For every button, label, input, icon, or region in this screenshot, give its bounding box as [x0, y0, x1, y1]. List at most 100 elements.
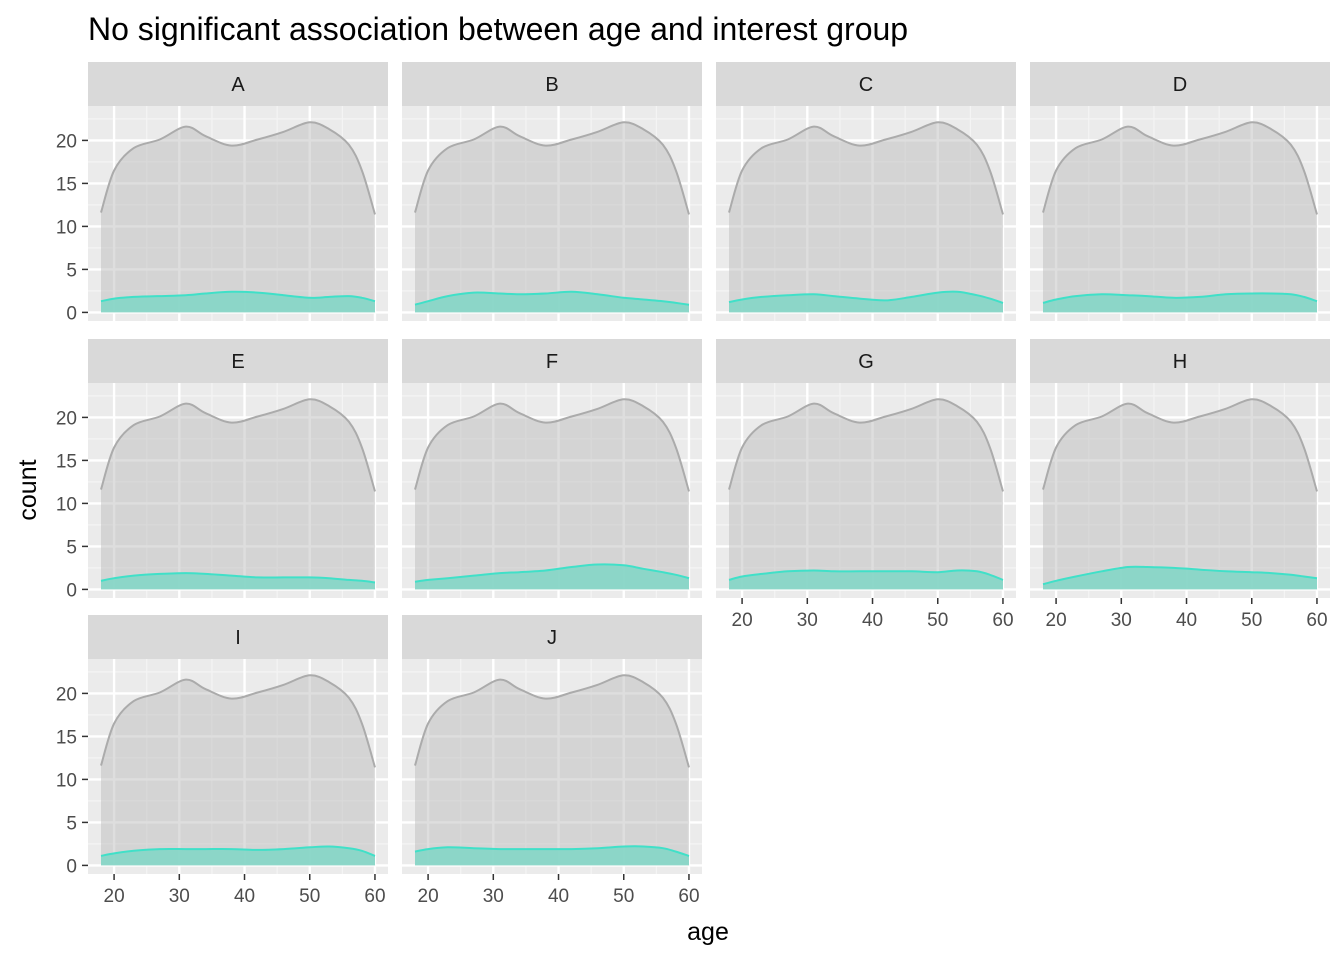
y-tick-label: 20: [56, 131, 77, 152]
facet-panel: G 20 30 40 50 60: [716, 339, 1016, 631]
facet-strip-label: B: [545, 74, 558, 96]
y-tick-label: 10: [56, 494, 77, 515]
x-tick-label: 40: [548, 886, 569, 907]
overall-density-line: [1042, 121, 1318, 215]
facet-strip-label: A: [231, 74, 245, 96]
overall-density-area: [101, 675, 375, 866]
overall-density-line: [100, 674, 376, 768]
overall-density-area: [1043, 399, 1317, 590]
facet-strip: [88, 339, 388, 383]
x-tick-label: 60: [678, 886, 699, 907]
chart-title: No significant association between age a…: [88, 11, 908, 47]
overall-density-area: [415, 399, 689, 590]
overall-density-area: [101, 122, 375, 313]
x-tick-label: 20: [732, 610, 753, 631]
y-tick-label: 15: [56, 451, 77, 472]
group-density-line: [1042, 565, 1318, 586]
facet-strip-label: I: [235, 627, 241, 649]
y-tick-label: 5: [66, 813, 77, 834]
group-density-line: [100, 290, 376, 303]
overall-density-area: [101, 399, 375, 590]
y-tick-label: 0: [66, 303, 77, 324]
group-density-area: [1043, 293, 1317, 313]
y-tick-label: 0: [66, 580, 77, 601]
x-tick-label: 20: [418, 886, 439, 907]
facet-strip-label: C: [859, 74, 873, 96]
overall-density-line: [1042, 398, 1318, 492]
facet-panel: D: [1030, 62, 1330, 321]
y-tick-label: 5: [66, 537, 77, 558]
y-axis-title: count: [14, 459, 42, 520]
x-tick-label: 30: [797, 610, 818, 631]
facet-panel: A 0 5 10 15 20: [56, 62, 388, 324]
group-density-area: [729, 291, 1003, 313]
facet-strip: [88, 615, 388, 659]
x-tick-label: 40: [234, 886, 255, 907]
facet-strip: [716, 62, 1016, 106]
x-tick-label: 30: [169, 886, 190, 907]
facet-panel: F: [402, 339, 702, 598]
x-tick-label: 20: [1046, 610, 1067, 631]
overall-density-line: [100, 398, 376, 492]
facet-panel: H 20 30 40 50 60: [1030, 339, 1330, 631]
group-density-line: [1042, 292, 1318, 304]
group-density-area: [415, 291, 689, 313]
facet-strip: [716, 339, 1016, 383]
overall-density-line: [728, 398, 1004, 492]
y-tick-label: 10: [56, 770, 77, 791]
group-density-line: [728, 290, 1004, 304]
facet-panel: E 0 5 10 15 20: [56, 339, 388, 601]
facet-strip: [402, 62, 702, 106]
y-tick-label: 15: [56, 727, 77, 748]
x-tick-label: 30: [483, 886, 504, 907]
group-density-area: [101, 846, 375, 866]
y-tick-label: 20: [56, 408, 77, 429]
group-density-area: [101, 291, 375, 313]
y-tick-label: 15: [56, 174, 77, 195]
x-axis-title: age: [687, 918, 729, 946]
x-tick-label: 50: [927, 610, 948, 631]
x-tick-label: 50: [1241, 610, 1262, 631]
group-density-line: [414, 563, 690, 583]
group-density-line: [100, 845, 376, 857]
overall-density-line: [728, 121, 1004, 215]
x-tick-label: 60: [364, 886, 385, 907]
overall-density-area: [415, 122, 689, 313]
facet-panel: B: [402, 62, 702, 321]
overall-density-line: [414, 398, 690, 492]
facet-strip-label: G: [858, 351, 874, 373]
x-tick-label: 60: [992, 610, 1013, 631]
facet-strip: [88, 62, 388, 106]
facet-strip: [402, 339, 702, 383]
overall-density-line: [414, 674, 690, 768]
group-density-line: [414, 845, 690, 857]
facet-strip: [402, 615, 702, 659]
facet-strip: [1030, 339, 1330, 383]
y-tick-label: 0: [66, 856, 77, 877]
facet-panel: C: [716, 62, 1016, 321]
x-tick-label: 40: [862, 610, 883, 631]
overall-density-area: [1043, 122, 1317, 313]
x-tick-label: 30: [1111, 610, 1132, 631]
overall-density-line: [414, 121, 690, 215]
overall-density-area: [729, 399, 1003, 590]
facet-strip-label: J: [547, 627, 557, 649]
group-density-area: [729, 570, 1003, 590]
overall-density-line: [100, 121, 376, 215]
group-density-area: [415, 846, 689, 866]
x-tick-label: 60: [1306, 610, 1327, 631]
facet-strip-label: E: [231, 351, 244, 373]
facet-strip-label: D: [1173, 74, 1187, 96]
group-density-area: [101, 573, 375, 590]
group-density-line: [728, 569, 1004, 581]
y-tick-label: 5: [66, 260, 77, 281]
x-tick-label: 20: [104, 886, 125, 907]
y-tick-label: 20: [56, 684, 77, 705]
facet-strip-label: H: [1173, 351, 1187, 373]
group-density-line: [414, 290, 690, 306]
overall-density-area: [415, 675, 689, 866]
overall-density-area: [729, 122, 1003, 313]
x-tick-label: 50: [299, 886, 320, 907]
